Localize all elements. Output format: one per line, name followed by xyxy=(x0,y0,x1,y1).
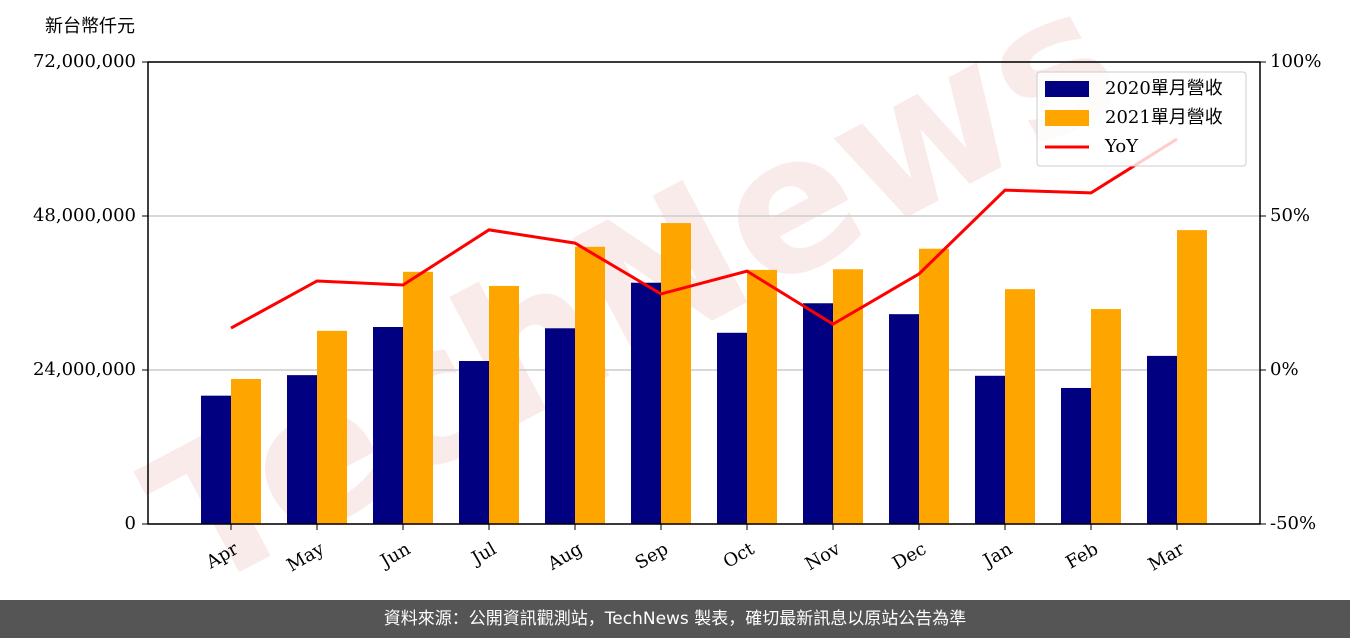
bar xyxy=(201,395,231,524)
legend-box xyxy=(1036,71,1247,167)
bar xyxy=(1091,309,1121,524)
bar xyxy=(717,332,747,524)
bar xyxy=(889,314,919,524)
bar xyxy=(287,375,317,524)
footer: 資料來源：公開資訊觀測站，TechNews 製表，確切最新訊息以原站公告為準 xyxy=(384,609,966,629)
footer-bar xyxy=(0,600,1350,638)
bar xyxy=(575,246,605,525)
bar xyxy=(975,375,1005,524)
x-tick-label: Jul xyxy=(466,538,500,570)
x-tick-label: Dec xyxy=(889,538,930,574)
y-tick-label: 24,000,000 xyxy=(33,359,136,380)
legend-label: 2020單月營收 xyxy=(1105,78,1223,99)
y-tick-label: 0 xyxy=(125,513,136,534)
bar xyxy=(231,378,261,524)
y2-tick-label: 0% xyxy=(1270,359,1299,380)
x-tick-label: Jan xyxy=(978,538,1016,572)
bar xyxy=(459,361,489,524)
line xyxy=(230,137,1178,330)
bar xyxy=(661,223,691,524)
y2-tick-label: -50% xyxy=(1270,513,1316,534)
y-axis-label: 新台幣仟元 xyxy=(45,16,135,37)
legend-swatch xyxy=(1045,110,1089,126)
x-tick-label: Sep xyxy=(632,538,672,573)
legend-label: YoY xyxy=(1104,136,1139,157)
bar xyxy=(489,285,519,524)
bar xyxy=(747,269,777,524)
bar xyxy=(373,327,403,524)
bar xyxy=(833,269,863,524)
bar xyxy=(631,282,661,524)
plot-frame xyxy=(147,61,1261,525)
bar xyxy=(403,271,433,524)
y-tick-label: 48,000,000 xyxy=(33,205,136,226)
x-tick-label: Oct xyxy=(720,538,759,573)
bar xyxy=(1147,355,1177,524)
bar xyxy=(1177,230,1207,524)
bar xyxy=(1061,387,1091,524)
y2-tick-label: 100% xyxy=(1270,51,1321,72)
bar xyxy=(919,248,949,524)
y2-tick-label: 50% xyxy=(1270,205,1310,226)
x-tick-label: Aug xyxy=(543,538,586,575)
legend-swatch xyxy=(1045,81,1089,97)
legend-label: 2021單月營收 xyxy=(1105,107,1223,128)
x-tick-label: Nov xyxy=(802,538,845,575)
bar xyxy=(1005,289,1035,524)
bar xyxy=(545,328,575,524)
y-tick-label: 72,000,000 xyxy=(33,51,136,72)
x-tick-label: Mar xyxy=(1145,538,1189,575)
bar xyxy=(317,330,347,524)
x-tick-label: Feb xyxy=(1062,538,1102,573)
bar xyxy=(803,303,833,524)
